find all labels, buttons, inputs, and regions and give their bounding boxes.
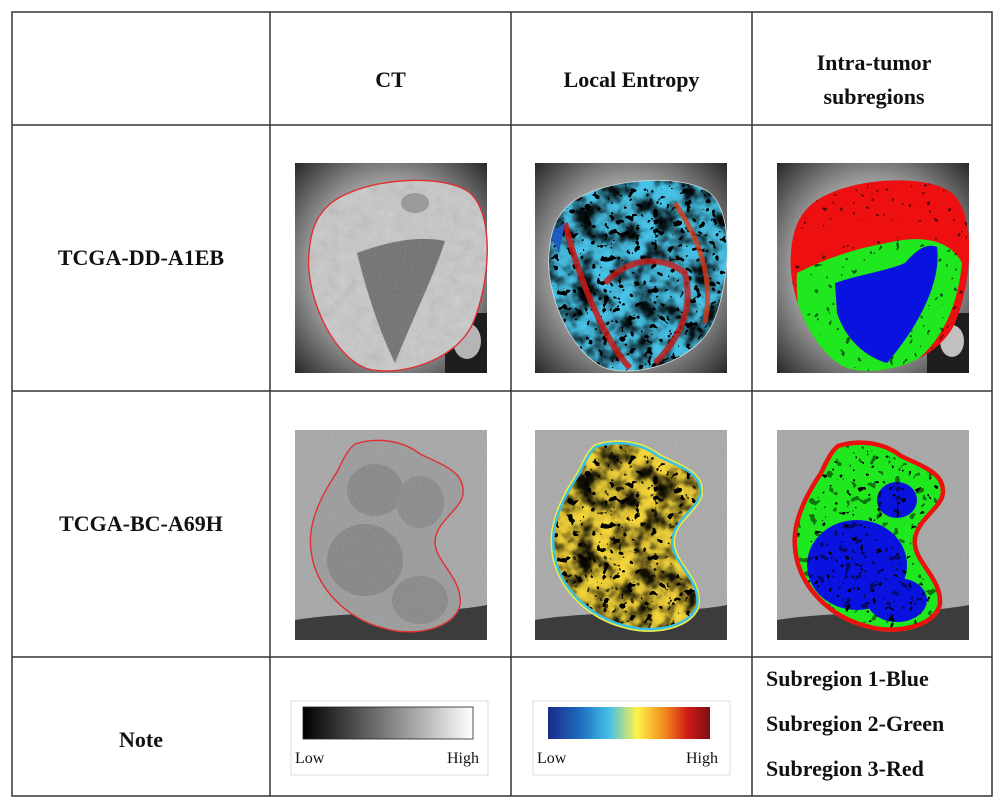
subregion-image-row2 [777,430,969,640]
legend-subregion-3: Subregion 3-Red [766,756,924,781]
header-local-entropy: Local Entropy [563,67,700,92]
table-grid [11,11,993,797]
ct-colorbar-high-label: High [447,750,479,767]
row-label-note: Note [119,727,163,752]
row-label-tcga-bc-a69h: TCGA-BC-A69H [59,511,223,536]
subregion-image-row1 [777,163,969,373]
row-label-tcga-dd-a1eb: TCGA-DD-A1EB [57,245,225,270]
header-line-1: Intra-tumor [816,50,932,75]
entropy-image-row1 [535,163,728,373]
entropy-colorbar-low-label: Low [537,750,567,767]
ct-image-row2 [295,430,487,640]
ct-colorbar [290,700,489,776]
header-intra-tumor-subregions: Intra-tumor subregions [790,42,958,118]
entropy-colorbar-high-label: High [686,750,718,767]
ct-colorbar-low-label: Low [295,750,325,767]
entropy-colorbar [532,700,731,776]
header-ct: CT [375,67,406,92]
legend-subregion-1: Subregion 1-Blue [766,666,929,691]
entropy-image-row2 [535,430,727,640]
header-line-2: subregions [823,84,925,109]
legend-subregion-2: Subregion 2-Green [766,711,945,736]
ct-image-row1 [295,163,488,373]
